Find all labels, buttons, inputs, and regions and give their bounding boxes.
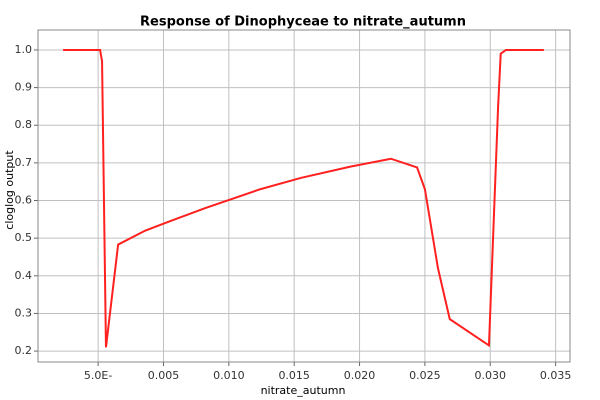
x-tick-label: 0.030	[475, 369, 507, 382]
y-tick-label: 0.9	[15, 81, 33, 94]
y-axis-label: cloglog output	[3, 150, 16, 230]
plot-frame	[37, 29, 571, 363]
x-tick-label: 0.035	[540, 369, 572, 382]
x-tick-label: 5.0E-	[84, 369, 112, 382]
x-tick-label: 0.005	[148, 369, 180, 382]
chart-title: Response of Dinophyceae to nitrate_autum…	[140, 15, 466, 30]
x-tick-label: 0.010	[213, 369, 245, 382]
y-tick-label: 0.5	[15, 231, 33, 244]
x-tick-label: 0.020	[344, 369, 376, 382]
x-tick-label: 0.025	[409, 369, 441, 382]
y-tick-label: 0.8	[15, 118, 33, 131]
x-axis-label: nitrate_autumn	[261, 384, 346, 397]
line-series	[63, 48, 544, 348]
y-tick-label: 0.2	[15, 344, 33, 357]
y-tick-label: 0.7	[15, 156, 33, 169]
y-tick-label: 0.3	[15, 306, 33, 319]
y-tick-label: 0.4	[15, 269, 33, 282]
y-tick-label: 1.0	[15, 43, 33, 56]
x-tick-label: 0.015	[278, 369, 310, 382]
y-tick-label: 0.6	[15, 194, 33, 207]
